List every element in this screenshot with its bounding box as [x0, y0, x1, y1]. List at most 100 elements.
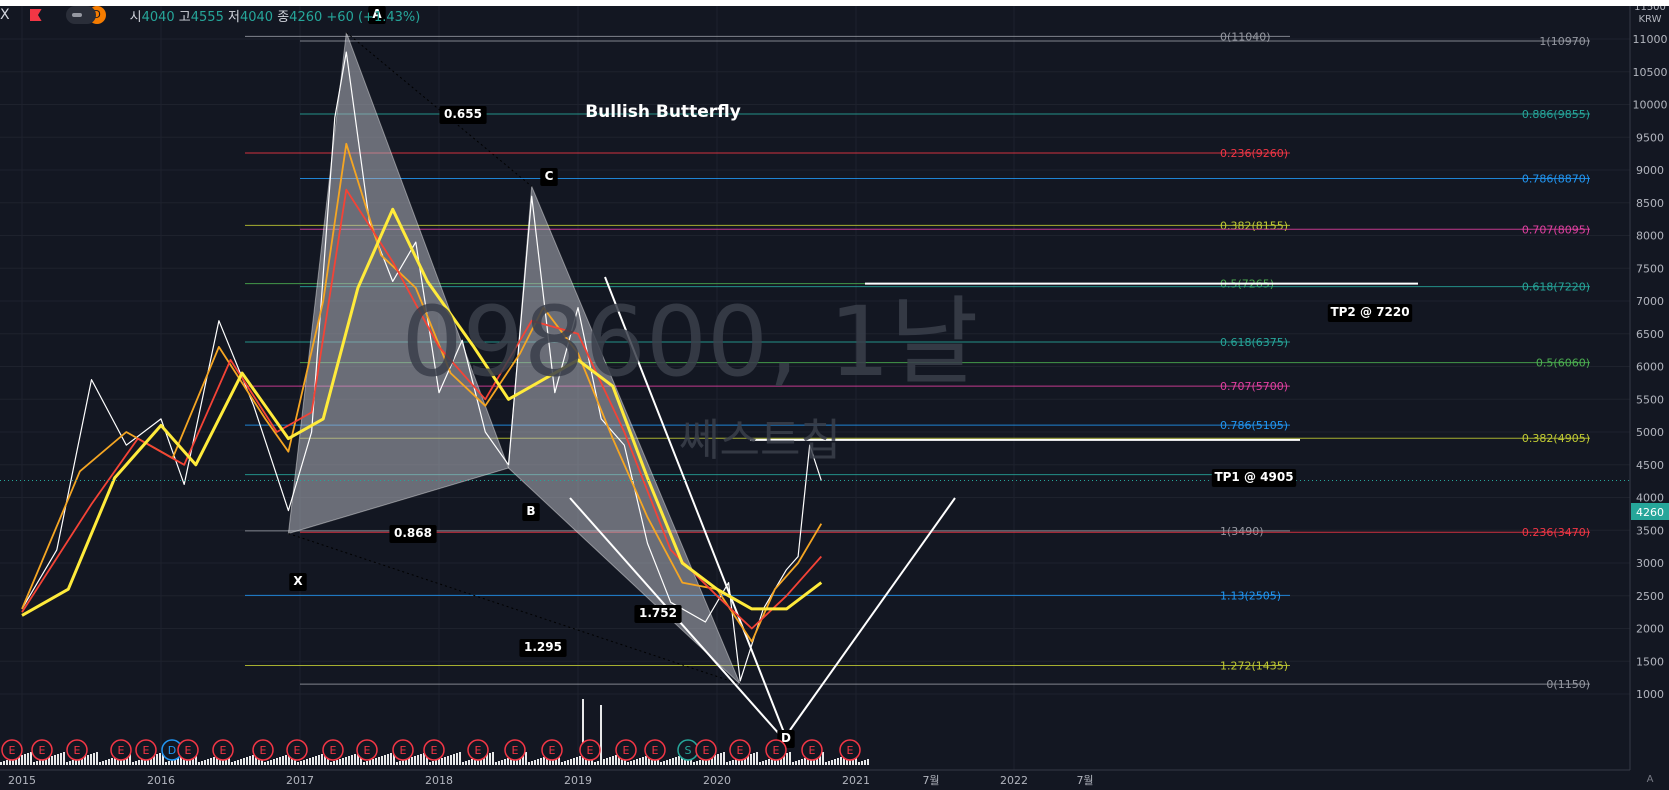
flag-icon[interactable]	[29, 9, 42, 21]
event-marker-label: E	[587, 744, 594, 757]
volume-bar	[141, 759, 143, 765]
volume-bar	[96, 752, 98, 765]
volume-bar	[672, 758, 674, 765]
volume-bar	[627, 762, 629, 765]
volume-bar	[675, 757, 677, 765]
price-tick-label: 4500	[1636, 459, 1664, 472]
volume-bar	[300, 761, 302, 765]
fib-level-label: 0.786(8870)	[1522, 173, 1590, 186]
event-marker[interactable]	[644, 739, 666, 761]
event-marker[interactable]	[541, 739, 563, 761]
pattern-point-A[interactable]: A	[372, 7, 382, 21]
pattern-point-X[interactable]: X	[293, 574, 303, 588]
volume-bar	[648, 755, 650, 765]
price-tick-label: 4000	[1636, 492, 1664, 505]
event-marker[interactable]	[110, 739, 132, 761]
trend-line[interactable]	[789, 497, 956, 731]
volume-bar	[471, 759, 473, 765]
pattern-title[interactable]: Bullish Butterfly	[585, 102, 741, 122]
auto-scale-button[interactable]: A	[1647, 774, 1654, 785]
pattern-ratio-label[interactable]: 1.295	[524, 640, 562, 654]
event-marker[interactable]	[135, 739, 157, 761]
volume-bar	[195, 752, 197, 765]
event-marker-label: E	[475, 744, 482, 757]
event-marker[interactable]	[729, 739, 751, 761]
event-marker[interactable]	[615, 739, 637, 761]
time-axis[interactable]: 2015 2016 2017 2018 2019 2020 2021 7월 2022 7월	[0, 769, 1630, 790]
event-marker[interactable]	[1, 739, 23, 761]
volume-bar	[570, 759, 572, 765]
volume-bar	[669, 759, 671, 765]
volume-bar	[804, 758, 806, 765]
event-marker[interactable]	[212, 739, 234, 761]
time-tick-label: 2017	[286, 774, 314, 787]
event-marker-label: E	[39, 744, 46, 757]
fib-level-label: 0.786(5105)	[1220, 419, 1288, 432]
volume-bar	[642, 757, 644, 765]
price-tick-label: 2500	[1636, 590, 1664, 603]
event-marker[interactable]	[286, 739, 308, 761]
event-marker[interactable]	[322, 739, 344, 761]
volume-bar	[321, 754, 323, 765]
pattern-ratio-label[interactable]: 0.655	[444, 107, 482, 121]
volume-bar	[801, 759, 803, 765]
volume-bar	[183, 756, 185, 765]
event-marker[interactable]	[423, 739, 445, 761]
event-marker[interactable]	[504, 739, 526, 761]
fib-level-label: 0.382(4905)	[1522, 432, 1590, 445]
price-tick-labels: 11000 10500 10000 9500 9000 8500 8000 7500 7000 6…	[1633, 33, 1668, 701]
event-marker[interactable]	[467, 739, 489, 761]
event-marker[interactable]	[66, 739, 88, 761]
volume-bar	[378, 757, 380, 765]
price-tick-label: 8500	[1636, 197, 1664, 210]
volume-bar	[618, 754, 620, 765]
volume-bar	[303, 760, 305, 765]
pattern-ratio-label[interactable]: 0.868	[394, 526, 432, 540]
volume-bar	[348, 756, 350, 765]
event-marker[interactable]	[31, 739, 53, 761]
event-marker[interactable]	[252, 739, 274, 761]
top-toolbar-strip	[0, 0, 1669, 6]
volume-bar	[63, 752, 65, 765]
pattern-point-D[interactable]: D	[781, 731, 791, 745]
volume-bar	[342, 758, 344, 765]
event-marker[interactable]	[695, 739, 717, 761]
event-marker[interactable]	[765, 739, 787, 761]
high-label: 고	[178, 9, 191, 25]
pattern-ratio-label[interactable]: 1.752	[639, 606, 677, 620]
currency-label: KRW	[1639, 14, 1662, 25]
volume-bar	[390, 753, 392, 765]
visibility-toggle-icon[interactable]	[65, 6, 96, 24]
volume-bar	[51, 756, 53, 765]
event-marker[interactable]	[579, 739, 601, 761]
volume-bar	[75, 759, 77, 765]
event-marker-label: S	[685, 744, 692, 757]
fib-level-label: 0.618(6375)	[1220, 336, 1288, 349]
event-marker-label: E	[364, 744, 371, 757]
event-marker[interactable]	[801, 739, 823, 761]
event-marker[interactable]	[177, 739, 199, 761]
volume-bar	[678, 756, 680, 765]
event-marker[interactable]	[839, 739, 861, 761]
tp2-label[interactable]: TP2 @ 7220	[1330, 305, 1409, 319]
tp1-label[interactable]: TP1 @ 4905	[1214, 470, 1293, 484]
volume-bar	[216, 756, 218, 765]
price-axis[interactable]: 11500 KRW 11000 10500 10000 9500 9000 8500 800…	[1629, 0, 1669, 790]
pattern-point-B[interactable]: B	[526, 504, 535, 518]
trend-line[interactable]	[604, 276, 786, 736]
volume-bar	[33, 762, 35, 765]
pattern-annotations[interactable]: Bullish Butterfly X A B C D 0.655 0.868 1.752 1.2…	[289, 6, 1413, 748]
event-marker[interactable]	[392, 739, 414, 761]
price-series-line	[21, 142, 823, 643]
volume-bar	[867, 759, 869, 765]
current-price-marker	[1631, 503, 1669, 520]
volume-bar	[366, 761, 368, 765]
pattern-point-C[interactable]: C	[545, 169, 554, 183]
volume-bar	[765, 760, 767, 765]
symbol-name[interactable]: X	[0, 7, 10, 23]
event-marker[interactable]	[356, 739, 378, 761]
low-label: 저	[228, 9, 240, 25]
volume-bar	[630, 761, 632, 765]
